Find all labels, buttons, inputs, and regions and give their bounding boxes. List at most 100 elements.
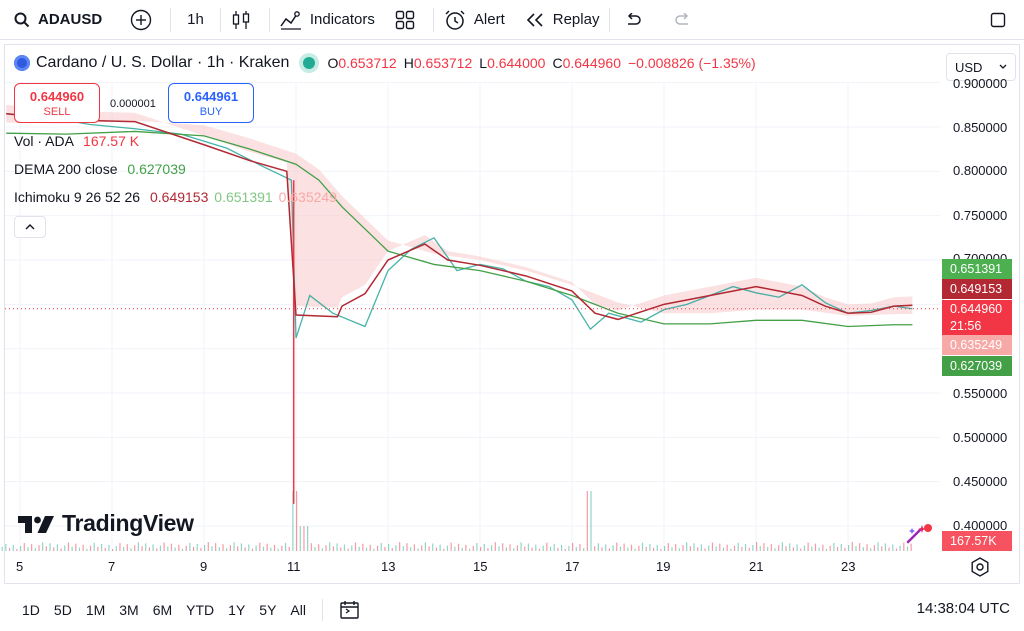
- undo-button[interactable]: [610, 0, 664, 40]
- replay-label: Replay: [552, 11, 600, 28]
- volume-bar: [781, 542, 783, 551]
- volume-name: Vol · ADA: [14, 133, 74, 149]
- volume-bar: [145, 543, 147, 551]
- ichimoku-name: Ichimoku 9 26 52 26: [14, 189, 141, 205]
- volume-bar: [693, 543, 695, 551]
- ichimoku-conversion-value: 0.649153: [149, 189, 209, 205]
- volume-bar: [60, 548, 62, 551]
- compare-symbol-button[interactable]: [120, 0, 170, 40]
- volume-bar: [97, 546, 99, 551]
- divider: [321, 598, 323, 621]
- templates-button[interactable]: [385, 0, 433, 40]
- sell-button[interactable]: 0.644960 SELL: [14, 83, 100, 123]
- volume-bar: [439, 544, 441, 551]
- volume-bar: [583, 548, 585, 551]
- volume-bar: [881, 546, 883, 551]
- bottom-toolbar: 1D 5D 1M 3M 6M YTD 1Y 5Y All 14:38:04 UT…: [0, 588, 1024, 631]
- range-6m[interactable]: 6M: [152, 601, 173, 618]
- volume-bar: [476, 542, 478, 551]
- volume-bar: [744, 543, 747, 551]
- range-1y[interactable]: 1Y: [228, 601, 246, 618]
- volume-bar: [767, 547, 769, 551]
- volume-bar: [535, 544, 537, 551]
- fullscreen-button[interactable]: [980, 0, 1024, 40]
- open-key: O: [327, 55, 339, 71]
- indicators-label: Indicators: [309, 11, 375, 28]
- volume-bar: [457, 543, 460, 551]
- volume-bar: [800, 548, 802, 551]
- volume-bar: [715, 546, 717, 551]
- volume-bar: [605, 544, 607, 551]
- volume-bar: [848, 545, 850, 551]
- volume-bar: [42, 542, 44, 551]
- volume-bar: [579, 544, 581, 551]
- magic-wand-icon[interactable]: [904, 522, 934, 548]
- volume-bar: [388, 544, 390, 551]
- date-tick: 21: [749, 559, 764, 574]
- symbol-title[interactable]: Cardano / U. S. Dollar · 1h · Kraken: [36, 54, 290, 71]
- volume-bar: [888, 547, 890, 551]
- volume-bar: [207, 542, 209, 551]
- ichimoku-legend[interactable]: Ichimoku 9 26 52 26 0.649153 0.651391 0.…: [14, 189, 337, 205]
- volume-bar: [49, 543, 51, 551]
- volume-legend[interactable]: Vol · ADA 167.57 K: [14, 133, 139, 149]
- price-chart[interactable]: [0, 44, 1020, 554]
- redo-button[interactable]: [664, 0, 710, 40]
- symbol-legend: Cardano / U. S. Dollar · 1h · Kraken O0.…: [14, 54, 756, 72]
- volume-bar: [505, 547, 507, 551]
- watermark-text: TradingView: [62, 510, 194, 536]
- range-3m[interactable]: 3M: [119, 601, 139, 618]
- volume-bar: [818, 547, 820, 551]
- volume-bar: [45, 546, 47, 551]
- range-all[interactable]: All: [290, 601, 306, 618]
- volume-bar: [123, 547, 125, 551]
- volume-bar: [64, 545, 66, 551]
- volume-bar: [822, 544, 824, 551]
- last-price-label: 0.644960 21:56: [942, 300, 1012, 336]
- volume-bar: [877, 542, 879, 551]
- replay-button[interactable]: Replay: [515, 0, 610, 40]
- collapse-legend-button[interactable]: [14, 216, 46, 238]
- currency-select[interactable]: USD: [946, 53, 1016, 81]
- indicators-button[interactable]: Indicators: [270, 0, 385, 40]
- volume-bar: [472, 545, 474, 551]
- price-tick: 0.800000: [953, 163, 1008, 178]
- alert-label: Alert: [473, 11, 505, 28]
- volume-bar: [56, 544, 58, 551]
- volume-bar: [627, 547, 629, 551]
- dema-legend[interactable]: DEMA 200 close 0.627039: [14, 161, 186, 177]
- utc-clock[interactable]: 14:38:04 UTC: [916, 600, 1010, 617]
- range-ytd[interactable]: YTD: [186, 601, 215, 618]
- price-tick: 0.450000: [953, 474, 1008, 489]
- range-5y[interactable]: 5Y: [259, 601, 277, 618]
- volume-bar: [656, 544, 658, 551]
- volume-bar: [520, 542, 522, 551]
- volume-bar: [237, 546, 239, 551]
- volume-bar: [789, 543, 791, 551]
- buy-button[interactable]: 0.644961 BUY: [168, 83, 254, 123]
- tradingview-logo-icon: [18, 515, 54, 533]
- volume-bar: [262, 546, 265, 551]
- gear-icon[interactable]: [970, 557, 990, 577]
- chart-pane[interactable]: [4, 44, 1020, 584]
- alert-button[interactable]: Alert: [434, 0, 515, 40]
- calendar-range-icon[interactable]: [339, 600, 361, 620]
- interval-button[interactable]: 1h: [171, 0, 220, 40]
- price-series-line: [6, 113, 913, 339]
- range-1d[interactable]: 1D: [22, 601, 40, 618]
- range-5d[interactable]: 5D: [53, 601, 72, 618]
- symbol-search-button[interactable]: ADAUSD: [0, 0, 120, 40]
- volume-bar: [248, 544, 250, 551]
- chart-type-button[interactable]: [221, 0, 269, 40]
- volume-bar: [722, 547, 725, 551]
- volume-bar: [608, 548, 610, 551]
- volume-bar: [1, 546, 3, 551]
- volume-bar: [711, 542, 714, 551]
- range-1m[interactable]: 1M: [85, 601, 106, 618]
- ichimoku-lead-b-value: 0.635249: [278, 189, 337, 205]
- volume-bar: [329, 542, 331, 551]
- tradingview-watermark[interactable]: TradingView: [18, 510, 194, 537]
- volume-bar: [137, 542, 139, 551]
- price-change: −0.008826 (−1.35%): [628, 55, 756, 71]
- date-tick: 9: [200, 559, 208, 574]
